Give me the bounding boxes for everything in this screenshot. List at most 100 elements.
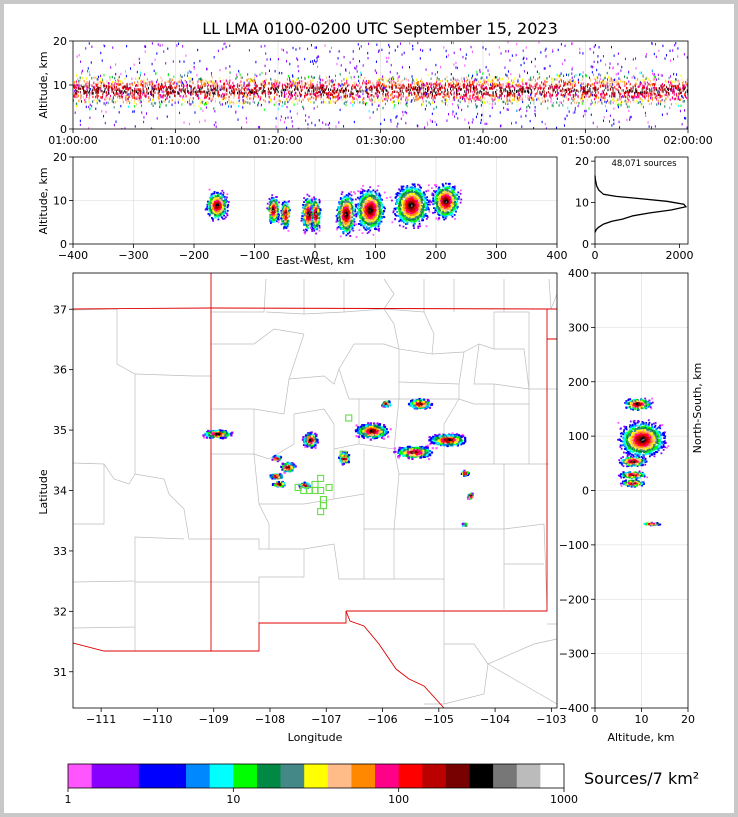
source-point bbox=[397, 97, 399, 100]
source-point bbox=[145, 112, 147, 115]
source-point bbox=[446, 55, 448, 59]
source-point bbox=[333, 95, 335, 99]
source-point bbox=[414, 99, 416, 102]
source-point bbox=[468, 78, 470, 82]
source-point bbox=[563, 89, 565, 92]
source-point bbox=[217, 206, 220, 209]
source-point bbox=[249, 90, 251, 94]
source-point bbox=[419, 87, 421, 90]
source-point bbox=[165, 98, 167, 102]
source-point bbox=[334, 101, 336, 105]
source-point bbox=[207, 81, 209, 85]
source-point bbox=[640, 91, 642, 94]
source-point bbox=[671, 83, 673, 87]
source-point bbox=[111, 87, 113, 90]
source-point bbox=[214, 87, 216, 91]
source-point bbox=[143, 91, 145, 94]
source-point bbox=[322, 89, 324, 93]
source-point bbox=[103, 102, 105, 105]
source-point bbox=[183, 60, 185, 63]
source-point bbox=[111, 90, 113, 93]
source-point bbox=[328, 96, 330, 99]
source-point bbox=[655, 80, 657, 84]
source-point bbox=[229, 65, 231, 68]
source-point bbox=[177, 91, 179, 94]
source-point bbox=[219, 101, 221, 104]
source-point bbox=[215, 200, 218, 203]
source-point bbox=[391, 90, 393, 94]
source-point bbox=[278, 84, 280, 87]
source-point bbox=[331, 89, 333, 93]
source-point bbox=[179, 94, 181, 98]
source-point bbox=[383, 97, 385, 101]
source-point bbox=[133, 110, 135, 113]
source-point bbox=[598, 46, 600, 49]
source-point bbox=[516, 84, 518, 87]
source-point bbox=[556, 93, 558, 96]
source-point bbox=[208, 213, 211, 216]
source-point bbox=[133, 105, 135, 108]
source-point bbox=[75, 85, 77, 89]
source-point bbox=[523, 56, 525, 60]
source-point bbox=[153, 88, 155, 91]
source-point bbox=[337, 97, 339, 101]
source-point bbox=[324, 91, 326, 95]
source-point bbox=[582, 86, 584, 89]
source-point bbox=[557, 78, 559, 81]
source-point bbox=[105, 91, 107, 94]
source-point bbox=[92, 88, 94, 92]
source-point bbox=[530, 96, 532, 99]
source-point bbox=[368, 109, 370, 113]
source-point bbox=[167, 93, 169, 96]
source-point bbox=[434, 91, 436, 95]
source-point bbox=[677, 88, 679, 91]
source-point bbox=[291, 90, 293, 93]
source-point bbox=[313, 76, 315, 79]
source-point bbox=[530, 76, 532, 79]
source-point bbox=[446, 75, 448, 79]
source-point bbox=[366, 95, 368, 98]
source-point bbox=[228, 84, 230, 87]
source-point bbox=[637, 85, 639, 89]
source-point bbox=[567, 106, 569, 110]
source-point bbox=[476, 92, 478, 95]
source-point bbox=[246, 88, 248, 91]
source-point bbox=[620, 69, 622, 72]
source-point bbox=[310, 80, 312, 84]
source-point bbox=[432, 89, 434, 92]
source-point bbox=[86, 93, 88, 97]
source-point bbox=[456, 83, 458, 87]
source-point bbox=[86, 89, 88, 93]
source-point bbox=[483, 78, 485, 81]
source-point bbox=[313, 59, 315, 62]
source-point bbox=[270, 77, 272, 81]
source-point bbox=[465, 53, 467, 56]
source-point bbox=[328, 127, 330, 129]
source-point bbox=[214, 80, 216, 83]
source-point bbox=[243, 92, 245, 95]
source-point bbox=[359, 95, 361, 98]
source-point bbox=[528, 86, 530, 90]
source-point bbox=[519, 88, 521, 91]
source-point bbox=[298, 69, 300, 73]
source-point bbox=[406, 101, 408, 104]
source-point bbox=[403, 85, 405, 88]
source-point bbox=[399, 89, 401, 93]
source-point bbox=[568, 88, 570, 91]
source-point bbox=[673, 90, 675, 93]
source-point bbox=[353, 101, 355, 104]
source-point bbox=[525, 86, 527, 90]
source-point bbox=[508, 91, 510, 95]
source-point bbox=[570, 80, 572, 84]
source-point bbox=[566, 82, 568, 85]
source-point bbox=[269, 206, 272, 208]
source-point bbox=[140, 96, 142, 99]
source-point bbox=[224, 211, 226, 214]
source-point bbox=[183, 83, 185, 86]
source-point bbox=[411, 80, 413, 83]
source-point bbox=[124, 85, 126, 89]
source-point bbox=[118, 83, 120, 86]
source-point bbox=[269, 96, 271, 99]
source-point bbox=[199, 120, 201, 124]
source-point bbox=[88, 91, 90, 94]
